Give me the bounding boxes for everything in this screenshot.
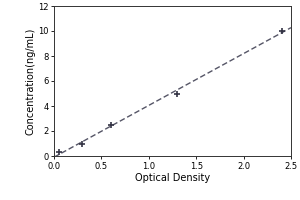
X-axis label: Optical Density: Optical Density — [135, 173, 210, 183]
Y-axis label: Concentration(ng/mL): Concentration(ng/mL) — [25, 27, 35, 135]
